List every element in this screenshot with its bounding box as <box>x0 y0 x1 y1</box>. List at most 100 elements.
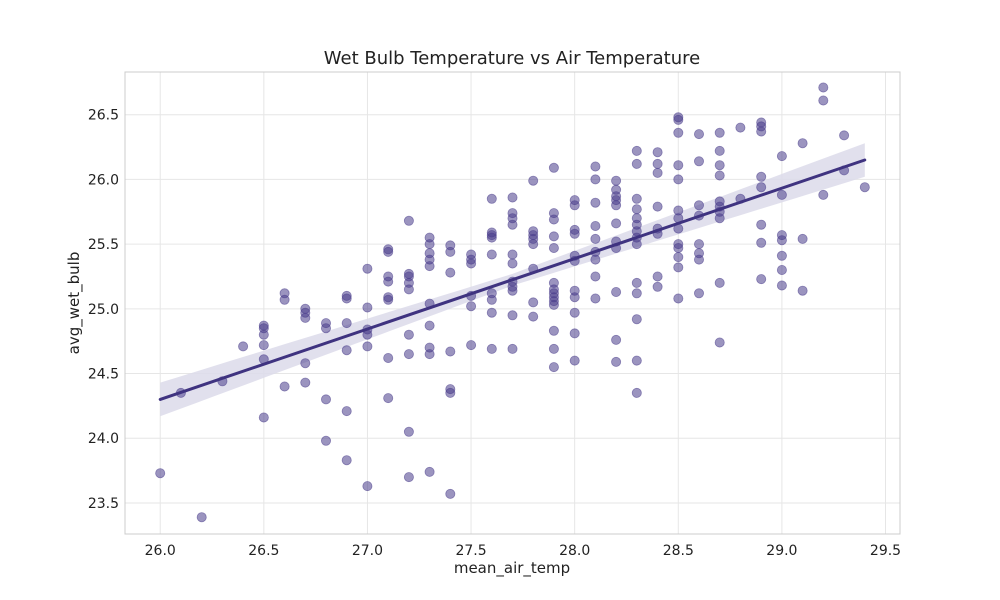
data-point <box>590 233 601 244</box>
data-point <box>507 249 518 260</box>
data-point <box>569 195 580 206</box>
data-point <box>673 205 684 216</box>
data-point <box>590 161 601 172</box>
data-point <box>486 343 497 354</box>
data-point <box>818 189 829 200</box>
data-point <box>631 204 642 215</box>
data-point <box>548 242 559 253</box>
data-point <box>631 213 642 224</box>
data-point <box>652 158 663 169</box>
scatter-points <box>155 82 870 523</box>
data-point <box>424 342 435 353</box>
plot-frame <box>124 71 901 535</box>
data-point <box>403 349 414 360</box>
data-point <box>652 281 663 292</box>
data-point <box>403 215 414 226</box>
data-point <box>155 468 166 479</box>
data-point <box>652 147 663 158</box>
data-point <box>776 280 787 291</box>
data-point <box>756 274 767 285</box>
data-point <box>776 250 787 261</box>
data-point <box>818 82 829 93</box>
data-point <box>631 355 642 366</box>
data-point <box>320 318 331 329</box>
data-point <box>486 227 497 238</box>
data-point <box>341 318 352 329</box>
data-point <box>403 329 414 340</box>
data-point <box>652 271 663 282</box>
y-axis-label: avg_wet_bulb <box>65 252 84 355</box>
data-point <box>569 307 580 318</box>
data-point <box>445 488 456 499</box>
data-point <box>279 381 290 392</box>
data-point <box>403 268 414 279</box>
data-point <box>320 394 331 405</box>
data-point <box>818 95 829 106</box>
data-point <box>631 288 642 299</box>
data-point <box>383 271 394 282</box>
data-point <box>673 112 684 123</box>
x-tick-label: 26.0 <box>145 543 176 559</box>
x-tick-labels: 26.0 26.5 27.0 27.5 28.0 28.5 29.0 29.5 <box>145 543 901 559</box>
data-point <box>528 175 539 186</box>
data-point <box>673 262 684 273</box>
data-point <box>341 455 352 466</box>
data-point <box>569 328 580 339</box>
data-point <box>673 239 684 250</box>
data-point <box>714 196 725 207</box>
y-tick-labels: 23.5 24.0 24.5 25.0 25.5 26.0 26.5 <box>88 108 119 512</box>
data-point <box>466 340 477 351</box>
data-point <box>694 248 705 259</box>
data-point <box>776 264 787 275</box>
data-point <box>320 435 331 446</box>
data-point <box>445 346 456 357</box>
data-point <box>797 233 808 244</box>
data-point <box>611 218 622 229</box>
x-tick-label: 29.0 <box>766 543 797 559</box>
data-point <box>694 288 705 299</box>
data-point <box>341 406 352 417</box>
data-point <box>548 231 559 242</box>
data-point <box>859 182 870 193</box>
data-point <box>694 239 705 250</box>
data-point <box>424 466 435 477</box>
regression-line-layer <box>158 158 867 401</box>
data-point <box>445 240 456 251</box>
data-point <box>300 358 311 369</box>
data-point <box>756 117 767 128</box>
data-point <box>258 412 269 423</box>
y-tick-label: 26.5 <box>88 108 119 124</box>
data-point <box>569 355 580 366</box>
data-point <box>673 174 684 185</box>
data-point <box>714 160 725 171</box>
y-tick-label: 25.5 <box>88 237 119 253</box>
data-point <box>631 387 642 398</box>
data-point <box>714 145 725 156</box>
x-tick-label: 29.5 <box>870 543 901 559</box>
data-point <box>756 171 767 182</box>
data-point <box>548 277 559 288</box>
y-tick-label: 26.0 <box>88 172 119 188</box>
data-point <box>631 145 642 156</box>
data-point <box>797 285 808 296</box>
chart-title: Wet Bulb Temperature vs Air Temperature <box>324 48 700 69</box>
data-point <box>258 320 269 331</box>
data-point <box>673 252 684 263</box>
data-point <box>611 184 622 195</box>
data-point <box>776 230 787 241</box>
data-point <box>652 167 663 178</box>
data-point <box>590 271 601 282</box>
x-tick-label: 26.5 <box>248 543 279 559</box>
data-point <box>507 192 518 203</box>
data-point <box>590 220 601 231</box>
data-point <box>528 297 539 308</box>
data-point <box>735 122 746 133</box>
y-tick-label: 23.5 <box>88 496 119 512</box>
data-point <box>300 303 311 314</box>
data-point <box>611 356 622 367</box>
data-point <box>673 127 684 138</box>
data-point <box>839 130 850 141</box>
data-point <box>466 301 477 312</box>
data-point <box>362 341 373 352</box>
data-point <box>776 151 787 162</box>
